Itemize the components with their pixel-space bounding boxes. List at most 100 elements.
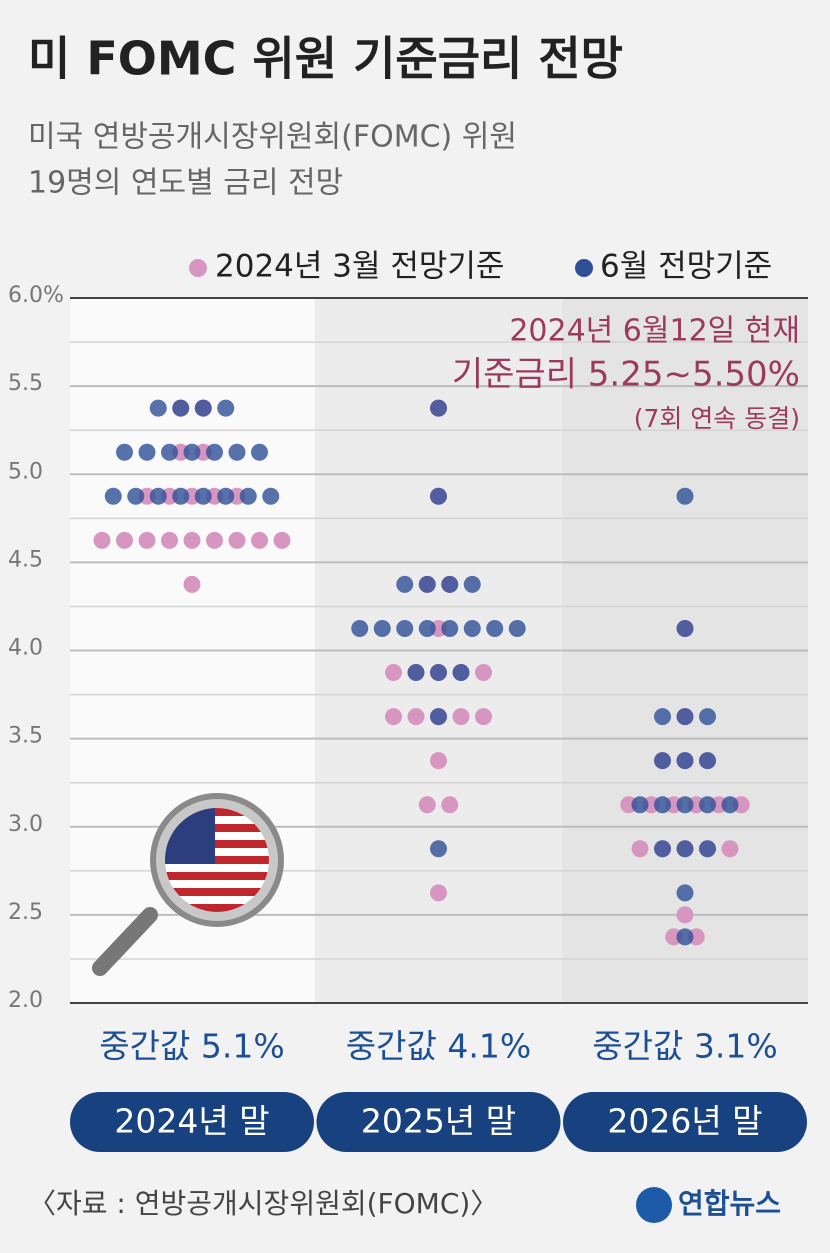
dot (161, 531, 178, 549)
dot (251, 531, 268, 549)
dot (508, 619, 526, 637)
dot (430, 708, 447, 726)
dot (262, 487, 280, 505)
dot (172, 399, 190, 417)
dot (183, 531, 201, 549)
dot (430, 487, 447, 505)
annotation: 2024년 6월12일 현재 (509, 314, 800, 349)
dot (407, 664, 425, 682)
dot (676, 487, 694, 505)
annotation: 기준금리 5.25∼5.50% (452, 355, 800, 395)
annotation: (7회 연속 동결) (634, 404, 800, 433)
legend-marker (575, 259, 593, 277)
dot (441, 619, 459, 637)
dot (104, 487, 122, 505)
chart-title: 미 FOMC 위원 기준금리 전망 (28, 32, 623, 86)
dot (676, 840, 694, 858)
dot (183, 575, 201, 593)
dot (486, 619, 504, 637)
y-tick-label: 4.0 (8, 636, 43, 661)
dot (452, 708, 470, 726)
dot (385, 664, 402, 682)
dot (463, 619, 481, 637)
y-tick-label: 2.5 (8, 900, 43, 925)
category-pill (316, 1092, 561, 1152)
dot (373, 619, 391, 637)
logo: 연합뉴스 (678, 1187, 781, 1220)
dot (676, 619, 694, 637)
dot (351, 619, 369, 637)
dot (430, 840, 447, 858)
y-tick-label: 4.5 (8, 547, 43, 572)
dot (676, 906, 694, 924)
dot (430, 884, 447, 902)
dot (721, 796, 739, 814)
dot (430, 664, 447, 682)
dot (396, 619, 414, 637)
dot (161, 443, 178, 461)
dot (475, 664, 492, 682)
dot (676, 928, 694, 946)
source: 〈자료 : 연방공개시장위원회(FOMC)〉 (28, 1187, 498, 1220)
median-label: 중간값 4.1% (346, 1027, 531, 1066)
dot (699, 708, 716, 726)
dot (452, 664, 470, 682)
dot (407, 708, 425, 726)
dot (676, 884, 694, 902)
y-tick-label: 5.0 (8, 459, 43, 484)
dot (385, 708, 402, 726)
dot (441, 575, 459, 593)
x-tick-label: 2024년 말 (114, 1102, 269, 1141)
y-tick-label: 6.0% (8, 283, 64, 308)
dot (138, 531, 156, 549)
legend-label: 2024년 3월 전망기준 (215, 249, 504, 285)
dot (676, 752, 694, 770)
dot (463, 575, 481, 593)
dot (206, 531, 223, 549)
dot (654, 708, 671, 726)
dot (721, 840, 739, 858)
dot (228, 443, 246, 461)
dot (149, 487, 167, 505)
legend-label: 6월 전망기준 (600, 249, 772, 285)
y-tick-label: 3.0 (8, 812, 43, 837)
dot (183, 443, 201, 461)
dot (430, 752, 447, 770)
dot (676, 796, 694, 814)
subtitle: 19명의 연도별 금리 전망 (28, 166, 343, 201)
dot (149, 399, 167, 417)
dot (217, 487, 235, 505)
dot (418, 575, 436, 593)
dot (699, 796, 716, 814)
dot (127, 487, 145, 505)
dot (206, 443, 223, 461)
dot (251, 443, 268, 461)
y-tick-label: 5.5 (8, 371, 43, 396)
median-label: 중간값 3.1% (592, 1027, 777, 1066)
logo-icon (636, 1187, 672, 1223)
dot (631, 796, 649, 814)
dot (194, 399, 212, 417)
y-tick-label: 3.5 (8, 724, 43, 749)
median-label: 중간값 5.1% (99, 1027, 284, 1066)
dot (217, 399, 235, 417)
subtitle: 미국 연방공개시장위원회(FOMC) 위원 (28, 120, 517, 155)
dot (441, 796, 459, 814)
dot (430, 399, 447, 417)
dot (239, 487, 257, 505)
dot (172, 487, 190, 505)
dot (418, 619, 436, 637)
y-tick-label: 2.0 (8, 988, 43, 1013)
legend-marker (189, 259, 207, 277)
category-pill (563, 1092, 807, 1152)
magnifier (92, 793, 284, 976)
dot (138, 443, 156, 461)
dot (654, 840, 671, 858)
x-tick-label: 2026년 말 (607, 1102, 762, 1141)
dot (273, 531, 291, 549)
category-pill (70, 1092, 314, 1152)
dot (194, 487, 212, 505)
dot (116, 443, 133, 461)
dot (654, 796, 671, 814)
